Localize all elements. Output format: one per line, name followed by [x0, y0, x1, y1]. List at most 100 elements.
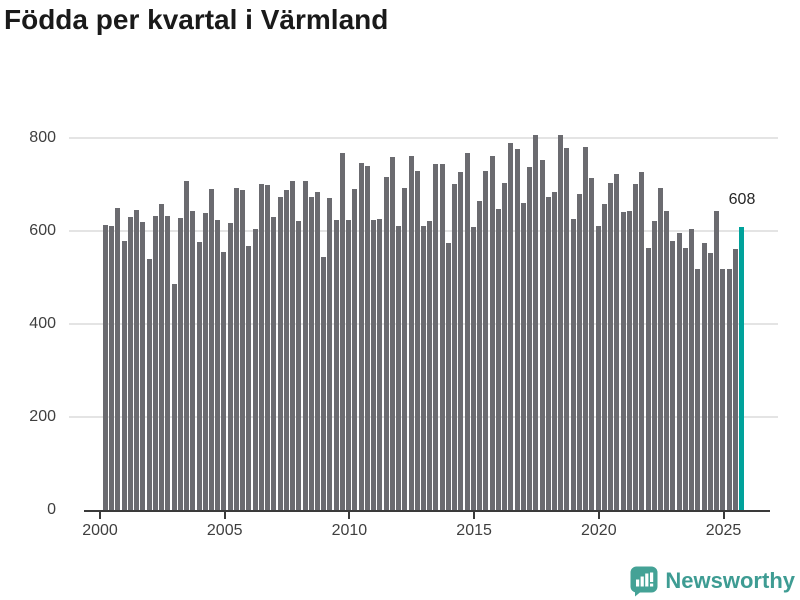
bar — [657, 188, 663, 510]
bar — [159, 204, 165, 510]
bar — [177, 218, 183, 510]
bar — [458, 171, 464, 510]
newsworthy-icon — [630, 566, 658, 596]
bar — [302, 181, 308, 510]
bar — [533, 134, 539, 510]
bar — [477, 200, 483, 510]
x-axis-line — [84, 510, 770, 512]
bar — [633, 184, 639, 510]
bar — [209, 189, 214, 510]
bar — [265, 185, 271, 510]
x-tick-label: 2025 — [705, 522, 742, 539]
bar — [321, 256, 327, 510]
bar-chart: 0 200 400 600 800 2000 2005 2010 2015 2020 2025 6… — [29, 129, 778, 539]
x-tick-2020 — [597, 512, 600, 519]
bar — [227, 223, 233, 510]
bar — [315, 191, 320, 510]
bar — [620, 212, 626, 510]
bar — [445, 243, 451, 510]
bar — [608, 182, 614, 510]
bar — [308, 197, 314, 510]
bar — [695, 268, 701, 510]
bar — [246, 245, 252, 510]
bar — [346, 219, 352, 510]
bar — [215, 219, 221, 510]
bar — [221, 251, 227, 510]
bar — [408, 156, 414, 510]
bar — [614, 173, 620, 510]
bar — [358, 162, 364, 510]
bar — [421, 225, 427, 510]
bar — [707, 253, 713, 510]
bar — [527, 167, 533, 510]
x-tick-2015 — [473, 512, 476, 519]
bar — [383, 176, 389, 510]
bar — [414, 170, 420, 510]
chart-title: Födda per kvartal i Värmland — [4, 4, 389, 35]
bar — [389, 156, 395, 510]
bar — [146, 259, 152, 510]
bar — [240, 190, 246, 510]
bar — [689, 228, 695, 510]
bar — [470, 227, 476, 510]
bar — [296, 220, 302, 510]
bar — [277, 196, 283, 510]
bar — [171, 284, 177, 510]
bar — [639, 172, 645, 510]
bar — [433, 164, 439, 510]
bar — [109, 225, 115, 510]
bar — [271, 216, 277, 510]
bar — [252, 228, 258, 510]
bar-highlighted — [739, 226, 745, 510]
bar — [564, 148, 570, 510]
bar — [551, 191, 557, 510]
bar — [427, 220, 433, 510]
bar — [371, 219, 377, 510]
y-tick-label: 0 — [47, 501, 56, 518]
bar — [364, 166, 370, 510]
bar — [134, 209, 140, 510]
bar — [283, 190, 289, 510]
bar — [165, 215, 171, 510]
x-tick-label: 2015 — [456, 522, 492, 539]
bar — [502, 183, 508, 510]
bar — [464, 152, 470, 510]
bar — [196, 242, 202, 510]
bar — [595, 226, 601, 510]
bar — [396, 226, 402, 510]
bar — [732, 248, 738, 510]
bar — [664, 210, 670, 510]
bar — [233, 187, 239, 510]
bar — [726, 269, 732, 510]
bar — [583, 147, 589, 510]
newsworthy-logo: Newsworthy — [630, 566, 795, 596]
bar — [701, 243, 707, 510]
bar — [495, 209, 501, 510]
bar — [190, 210, 196, 510]
bar — [439, 164, 445, 510]
x-tick-2025 — [722, 512, 725, 519]
bar — [676, 232, 682, 510]
bar — [333, 219, 339, 510]
x-tick-label: 2000 — [82, 522, 118, 539]
bar — [140, 222, 146, 510]
x-tick-label: 2005 — [206, 522, 243, 539]
y-tick-label: 600 — [29, 221, 56, 239]
bar — [589, 178, 595, 510]
bar — [402, 188, 408, 510]
bar — [645, 247, 651, 510]
bar — [152, 215, 158, 510]
bar — [184, 181, 190, 510]
bar — [352, 189, 358, 510]
y-tick-label: 400 — [29, 314, 56, 332]
bar — [508, 142, 514, 510]
bar — [258, 184, 264, 510]
bar — [115, 208, 121, 510]
bar — [483, 170, 489, 510]
bar — [670, 240, 676, 510]
x-tick-label: 2020 — [581, 522, 617, 539]
bar — [570, 219, 576, 510]
bar — [651, 220, 657, 510]
bar — [514, 149, 520, 510]
bar — [290, 180, 296, 510]
